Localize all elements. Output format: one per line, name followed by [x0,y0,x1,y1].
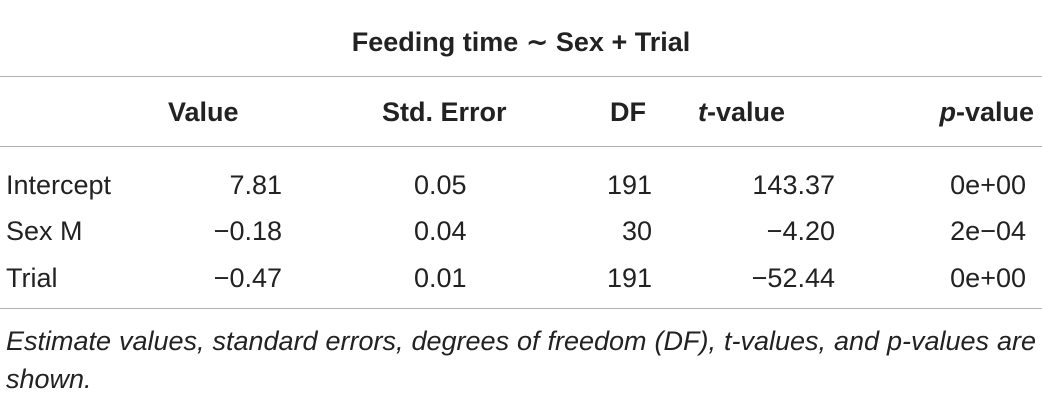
cell-df-sex-m: 30 [621,216,652,246]
table-title: Feeding time ∼ Sex + Trial [351,27,691,57]
cell-se-intercept: 0.05 [414,170,467,200]
cell-t-sex-m: −4.20 [766,216,835,246]
footer-divider [0,308,1042,309]
cell-value-sex-m: −0.18 [213,216,282,246]
row-label-trial: Trial [6,263,58,293]
header-t-suffix: -value [707,97,786,127]
header-p-value: p-value [939,92,1034,132]
header-std-error: Std. Error [382,97,507,127]
row-label-sex-m: Sex M [6,216,83,246]
header-t-italic: t [698,97,707,127]
cell-se-sex-m: 0.04 [414,216,467,246]
header-p-suffix: -value [955,97,1034,127]
row-label-intercept: Intercept [6,170,112,200]
cell-p-sex-m: 2e−04 [950,216,1026,246]
cell-t-intercept: 143.37 [752,170,835,200]
cell-df-trial: 191 [606,263,652,293]
header-df: DF [610,97,646,127]
cell-p-intercept: 0e+00 [950,170,1026,200]
header-value: Value [168,97,239,127]
cell-value-intercept: 7.81 [229,170,282,200]
header-p-italic: p [939,97,956,127]
cell-se-trial: 0.01 [414,263,467,293]
cell-p-trial: 0e+00 [950,263,1026,293]
cell-df-intercept: 191 [606,170,652,200]
cell-t-trial: −52.44 [751,263,835,293]
cell-value-trial: −0.47 [213,263,282,293]
title-divider [0,76,1042,77]
table-footnote: Estimate values, standard errors, degree… [6,326,1036,394]
header-t-value: t-value [698,92,785,132]
header-divider [0,146,1042,147]
